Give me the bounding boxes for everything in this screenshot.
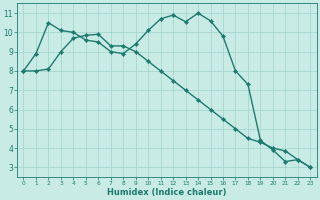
X-axis label: Humidex (Indice chaleur): Humidex (Indice chaleur)	[107, 188, 227, 197]
